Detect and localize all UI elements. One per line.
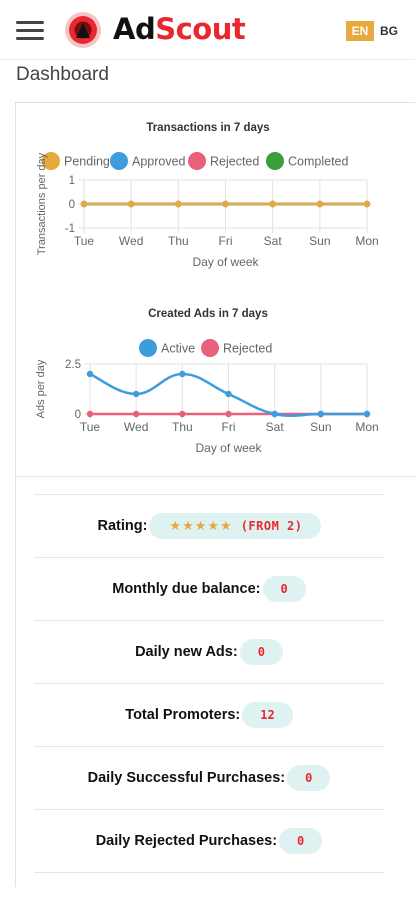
data-point xyxy=(179,370,186,378)
x-tick-label: Mon xyxy=(355,234,378,248)
data-point xyxy=(179,410,186,418)
total-promoters-label: Total Promoters: xyxy=(125,707,241,723)
divider xyxy=(16,476,415,477)
brand-suffix: Scout xyxy=(155,12,246,46)
y-tick-label: -1 xyxy=(65,223,75,235)
daily-success-badge: 0 xyxy=(287,765,331,791)
x-tick-label: Wed xyxy=(124,420,148,434)
daily-new-ads-badge: 0 xyxy=(239,639,283,665)
data-point xyxy=(127,200,135,208)
legend-marker-1 xyxy=(110,152,128,170)
monthly-due-badge: 0 xyxy=(262,576,306,602)
stat-daily-successful-purchases: Daily Successful Purchases: 0 xyxy=(34,746,384,809)
transactions-chart: Transactions in 7 days Pending Approved Rej… xyxy=(36,122,379,269)
rating-label: Rating: xyxy=(97,518,148,534)
page-title: Dashboard xyxy=(16,64,109,85)
legend-marker-2 xyxy=(188,152,206,170)
x-tick-label: Tue xyxy=(74,234,95,248)
x-tick-label: Wed xyxy=(119,234,143,248)
x-tick-label: Mon xyxy=(355,420,378,434)
stat-daily-rejected-purchases: Daily Rejected Purchases: 0 xyxy=(34,809,384,872)
data-point xyxy=(132,390,140,398)
daily-new-ads-label: Daily new Ads: xyxy=(135,644,238,660)
data-point xyxy=(80,200,88,208)
legend-marker-1 xyxy=(201,339,219,357)
daily-success-label: Daily Successful Purchases: xyxy=(87,770,286,786)
x-tick-label: Thu xyxy=(172,420,193,434)
language-en-button[interactable]: EN xyxy=(346,21,374,41)
rating-stars-icon: ★★★★★ xyxy=(169,519,233,534)
y-tick-label: 1 xyxy=(69,175,75,187)
chart-title: Created Ads in 7 days xyxy=(148,308,268,320)
y-tick-label: 2.5 xyxy=(65,359,81,371)
data-point xyxy=(225,390,232,398)
y-tick-label: 0 xyxy=(75,409,81,421)
stat-daily-new-ads: Daily new Ads: 0 xyxy=(34,620,384,683)
x-axis-label: Day of week xyxy=(195,441,262,455)
total-promoters-badge: 12 xyxy=(242,702,293,728)
monthly-due-label: Monthly due balance: xyxy=(112,581,261,597)
data-point xyxy=(175,200,182,208)
x-axis-label: Day of week xyxy=(192,255,259,269)
stat-rating: Rating: ★★★★★ (FROM 2) xyxy=(34,494,384,557)
legend-marker-0 xyxy=(139,339,157,357)
data-point xyxy=(269,200,276,208)
rating-value: (FROM 2) xyxy=(240,519,303,533)
x-tick-label: Thu xyxy=(168,234,189,248)
legend-label-1: Rejected xyxy=(223,342,272,356)
data-point xyxy=(317,410,325,418)
stat-monthly-due-balance: Monthly due balance: 0 xyxy=(34,557,384,620)
data-point xyxy=(222,200,229,208)
x-tick-label: Fri xyxy=(222,420,236,434)
data-point xyxy=(271,410,278,418)
legend-label-2: Rejected xyxy=(210,155,259,169)
top-bar: AdScout EN BG xyxy=(0,0,415,60)
brand-prefix: Ad xyxy=(113,12,156,46)
legend-label-3: Completed xyxy=(288,155,348,169)
y-tick-label: 0 xyxy=(69,199,75,211)
y-axis-label: Ads per day xyxy=(35,359,47,418)
data-point xyxy=(363,410,371,418)
legend-label-0: Active xyxy=(161,342,195,356)
x-tick-label: Sat xyxy=(264,234,283,248)
legend-marker-3 xyxy=(266,152,284,170)
x-tick-label: Tue xyxy=(80,420,101,434)
x-tick-label: Sat xyxy=(266,420,285,434)
stat-total-promoters: Total Promoters: 12 xyxy=(34,683,384,746)
brand-name[interactable]: AdScout xyxy=(113,12,246,46)
brand-logo-icon xyxy=(65,12,101,48)
language-bg-button[interactable]: BG xyxy=(380,24,398,38)
daily-rejected-label: Daily Rejected Purchases: xyxy=(95,833,278,849)
chart-title: Transactions in 7 days xyxy=(146,122,269,134)
x-tick-label: Fri xyxy=(219,234,233,248)
stats-list: Rating: ★★★★★ (FROM 2) Monthly due balanc… xyxy=(34,494,384,873)
x-tick-label: Sun xyxy=(309,234,330,248)
data-point xyxy=(132,410,140,418)
y-axis-label: Transactions per day xyxy=(36,152,48,255)
data-point xyxy=(363,200,371,208)
daily-rejected-badge: 0 xyxy=(279,828,323,854)
data-point xyxy=(316,200,324,208)
divider xyxy=(34,872,384,873)
legend-label-0: Pending xyxy=(64,155,110,169)
data-point xyxy=(86,370,94,378)
x-tick-label: Sun xyxy=(310,420,331,434)
rating-badge: ★★★★★ (FROM 2) xyxy=(149,513,321,539)
data-point xyxy=(86,410,94,418)
data-point xyxy=(225,410,232,418)
legend-marker-0 xyxy=(42,152,60,170)
menu-icon[interactable] xyxy=(16,20,44,40)
legend-label-1: Approved xyxy=(132,155,186,169)
